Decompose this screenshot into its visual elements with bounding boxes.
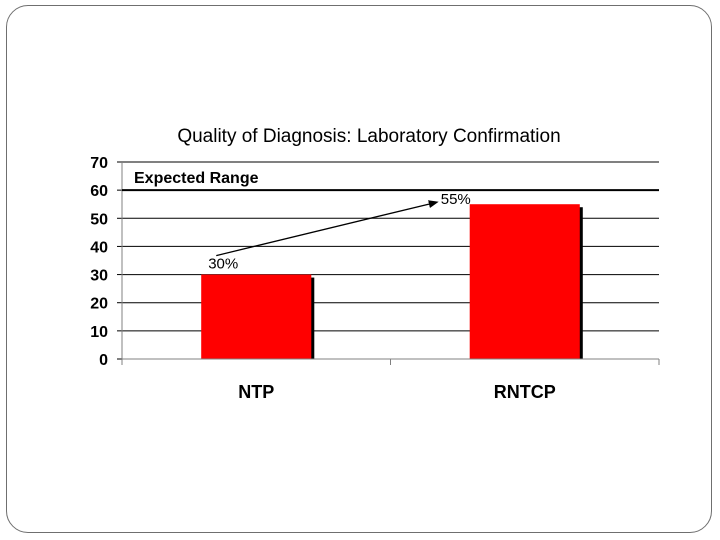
- slide-frame: [6, 5, 712, 533]
- expected-range-label: Expected Range: [134, 170, 259, 187]
- y-tick-label: 0: [99, 352, 108, 369]
- y-tick-label: 30: [90, 268, 108, 285]
- y-tick-label: 50: [90, 211, 108, 228]
- y-axis: 0 10 20 30 40 50 60 70: [90, 155, 123, 369]
- chart-title: Quality of Diagnosis: Laboratory Confirm…: [177, 126, 560, 147]
- x-tick-label: NTP: [238, 382, 274, 402]
- trend-arrow: [216, 200, 439, 257]
- annotations: Expected Range 30% 55%: [122, 170, 659, 273]
- annotation-label: 30%: [208, 256, 238, 273]
- bar-rntcp: [469, 204, 580, 359]
- y-tick-label: 70: [90, 155, 108, 172]
- bar-ntp: [201, 274, 312, 359]
- x-axis: NTP RNTCP: [121, 358, 660, 402]
- y-tick-label: 10: [90, 324, 108, 341]
- x-tick-label: RNTCP: [494, 382, 556, 402]
- annotation-label: 55%: [441, 191, 471, 208]
- bars: [201, 204, 583, 359]
- y-tick-label: 40: [90, 239, 108, 256]
- y-tick-label: 60: [90, 183, 108, 200]
- y-tick-label: 20: [90, 296, 108, 313]
